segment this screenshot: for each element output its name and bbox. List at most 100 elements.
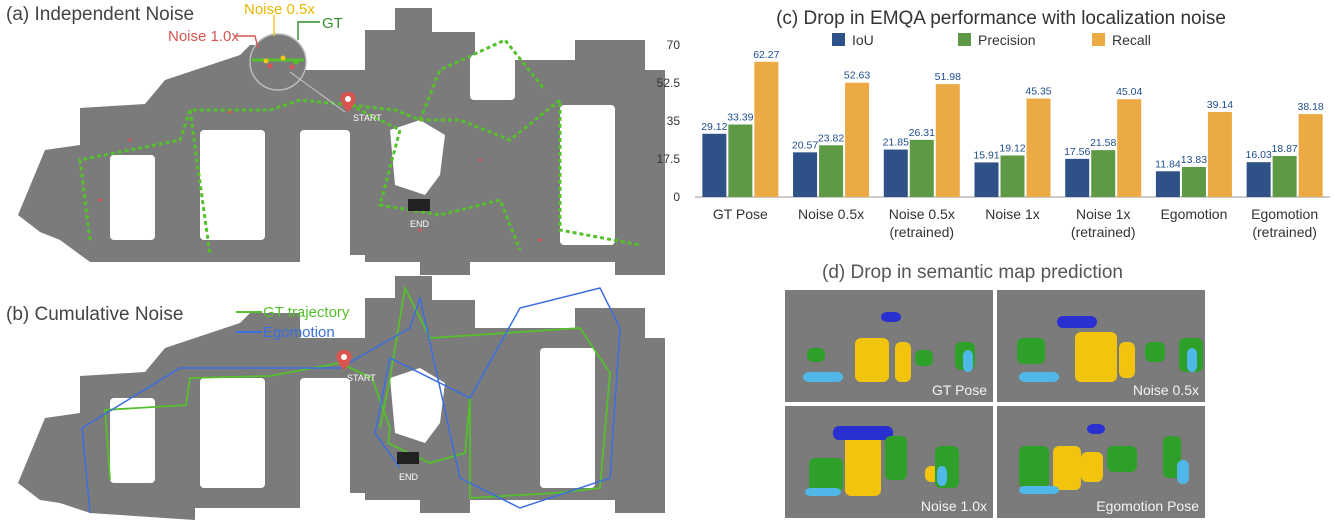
chart-title: (c) Drop in EMQA performance with locali… <box>776 8 1226 29</box>
value-label: 17.56 <box>1064 146 1090 158</box>
panel-b-title: (b) Cumulative Noise <box>6 304 184 325</box>
value-label: 20.57 <box>792 139 818 151</box>
semantic-region <box>915 350 933 366</box>
bar-recall-3 <box>1026 98 1051 197</box>
floorplan-b-holes <box>110 348 595 498</box>
start-label-b: START <box>347 373 376 383</box>
bar-precision-1 <box>819 145 844 197</box>
x-tick-label: (retrained) <box>1071 224 1136 240</box>
bar-precision-4 <box>1091 150 1116 197</box>
semantic-map-blobs <box>1017 316 1203 382</box>
start-marker-a <box>340 92 356 112</box>
semantic-region <box>963 350 973 372</box>
x-tick-label: Noise 1x <box>1076 206 1130 222</box>
gt-trajectory-b <box>104 285 611 499</box>
bar-iou-2 <box>883 149 908 197</box>
value-label: 52.63 <box>844 70 870 82</box>
semantic-region <box>1163 436 1181 478</box>
y-tick-label: 52.5 <box>657 76 681 90</box>
panel-d-title: (d) Drop in semantic map prediction <box>822 262 1123 283</box>
y-tick-label: 35 <box>667 114 681 128</box>
semantic-map-thumb-3: Egomotion Pose <box>997 406 1205 518</box>
value-label: 19.12 <box>999 142 1025 154</box>
bar-iou-3 <box>974 162 999 197</box>
legend-leaders-a <box>235 15 320 49</box>
semantic-map-blobs <box>803 312 975 382</box>
ego-trajectory-b <box>81 287 621 514</box>
bar-recall-1 <box>845 82 870 197</box>
semantic-region <box>1107 446 1137 472</box>
legend-swatch-1 <box>958 33 971 46</box>
semantic-region <box>895 342 911 382</box>
semantic-region <box>1081 452 1103 482</box>
legend-label-0: IoU <box>852 32 874 48</box>
semantic-region <box>885 436 907 480</box>
thumb-caption: Egomotion Pose <box>1096 498 1199 514</box>
bar-precision-3 <box>1000 155 1025 197</box>
legend-label-2: Recall <box>1112 32 1151 48</box>
x-tick-label: Egomotion <box>1160 206 1227 222</box>
cumulative-noise-map: GT trajectory Egomotion START END <box>18 276 665 520</box>
value-label: 23.82 <box>818 132 844 144</box>
bar-precision-0 <box>728 124 753 197</box>
semantic-region <box>845 436 881 496</box>
bar-recall-0 <box>754 61 779 197</box>
value-label: 45.35 <box>1025 86 1051 98</box>
semantic-map-thumb-1: Noise 0.5x <box>997 290 1205 402</box>
bar-iou-5 <box>1155 171 1180 197</box>
thumb-caption: Noise 0.5x <box>1132 382 1199 398</box>
legend-noise10-a: Noise 1.0x <box>168 28 239 45</box>
x-tick-label: Egomotion <box>1251 206 1318 222</box>
noise-dots-a <box>98 110 542 242</box>
y-tick-label: 70 <box>667 38 681 52</box>
bar-recall-5 <box>1207 112 1232 197</box>
value-label: 26.31 <box>909 127 935 139</box>
value-label: 15.91 <box>973 149 999 161</box>
value-label: 29.12 <box>701 121 727 133</box>
bar-iou-6 <box>1246 162 1271 197</box>
semantic-region <box>1053 446 1081 490</box>
value-label: 11.84 <box>1155 158 1181 170</box>
semantic-region <box>833 426 893 440</box>
zoom-inset-a <box>249 33 346 113</box>
y-tick-label: 0 <box>673 190 680 204</box>
end-label-b: END <box>399 472 419 482</box>
value-label: 51.98 <box>935 71 961 83</box>
semantic-map-blobs <box>1019 424 1189 494</box>
semantic-region <box>1019 372 1059 382</box>
bar-precision-5 <box>1181 166 1206 197</box>
semantic-region <box>1119 342 1135 378</box>
semantic-region <box>937 466 947 486</box>
bar-iou-4 <box>1065 158 1090 197</box>
start-marker-b <box>336 350 352 370</box>
x-tick-label: GT Pose <box>713 206 768 222</box>
value-label: 39.14 <box>1207 99 1233 111</box>
chart-legend: IoU Precision Recall <box>832 32 1151 48</box>
semantic-region <box>1019 486 1059 494</box>
x-axis-labels: GT Pose Noise 0.5x Noise 0.5x (retrained) No… <box>713 206 1318 240</box>
legend-label-1: Precision <box>978 32 1036 48</box>
thumb-caption: Noise 1.0x <box>920 498 987 514</box>
semantic-region <box>881 312 901 322</box>
bar-precision-6 <box>1272 156 1297 197</box>
value-label: 38.18 <box>1298 101 1324 113</box>
bar-precision-2 <box>909 139 934 197</box>
x-tick-label: Noise 0.5x <box>798 206 864 222</box>
semantic-region <box>803 372 843 382</box>
start-label-a: START <box>353 113 382 123</box>
legend-gt-b: GT trajectory <box>263 304 350 321</box>
semantic-region <box>805 488 841 496</box>
semantic-map-thumb-2: Noise 1.0x <box>785 406 993 518</box>
x-tick-label: Noise 1x <box>985 206 1039 222</box>
x-tick-label: Noise 0.5x <box>889 206 955 222</box>
bar-recall-2 <box>935 84 960 197</box>
value-label: 16.03 <box>1246 149 1272 161</box>
semantic-region <box>1057 316 1097 328</box>
legend-noise05-a: Noise 0.5x <box>244 1 315 18</box>
end-flag-a <box>408 199 430 211</box>
value-label: 62.27 <box>753 49 779 61</box>
bar-iou-0 <box>702 133 727 197</box>
semantic-region <box>855 338 889 382</box>
semantic-region <box>1017 338 1045 364</box>
